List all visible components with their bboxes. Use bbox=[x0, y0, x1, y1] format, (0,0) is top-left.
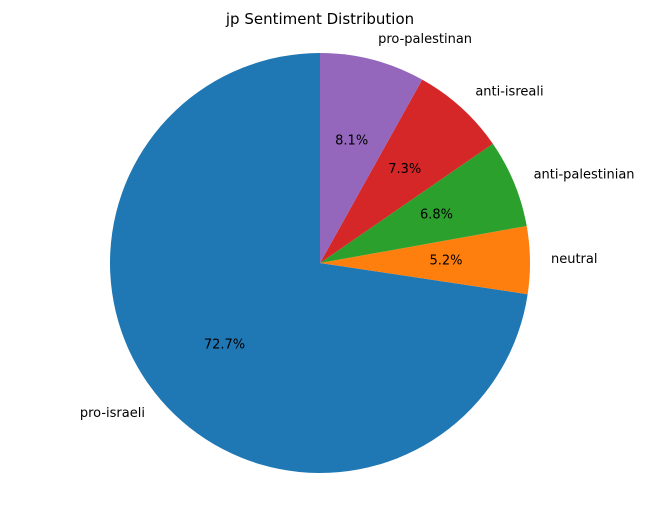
pct-label-anti-isreali: 7.3% bbox=[388, 162, 421, 177]
pie-slice-anti-palestinian bbox=[320, 143, 527, 263]
pct-label-anti-palestinian: 6.8% bbox=[420, 208, 453, 223]
pie-labels: pro-israeli 72.7% neutral 5.2% anti-palestin… bbox=[80, 32, 635, 421]
pie-slice-pro-palestinan bbox=[320, 53, 423, 263]
pct-label-neutral: 5.2% bbox=[429, 254, 462, 269]
slice-label-anti-palestinian: anti-palestinian bbox=[534, 168, 635, 183]
pie-slice-pro-israeli bbox=[110, 53, 528, 474]
pct-label-pro-israeli: 72.7% bbox=[204, 338, 245, 353]
pct-label-pro-palestinan: 8.1% bbox=[335, 134, 368, 149]
pie-slice-anti-isreali bbox=[320, 79, 493, 263]
pie-slices bbox=[110, 53, 530, 474]
pie-slice-neutral bbox=[320, 225, 530, 295]
slice-label-pro-palestinan: pro-palestinan bbox=[378, 32, 472, 47]
slice-label-neutral: neutral bbox=[551, 252, 598, 267]
slice-label-pro-israeli: pro-israeli bbox=[80, 406, 145, 421]
slice-label-anti-isreali: anti-isreali bbox=[475, 85, 543, 100]
chart-title: jp Sentiment Distribution bbox=[225, 10, 414, 28]
